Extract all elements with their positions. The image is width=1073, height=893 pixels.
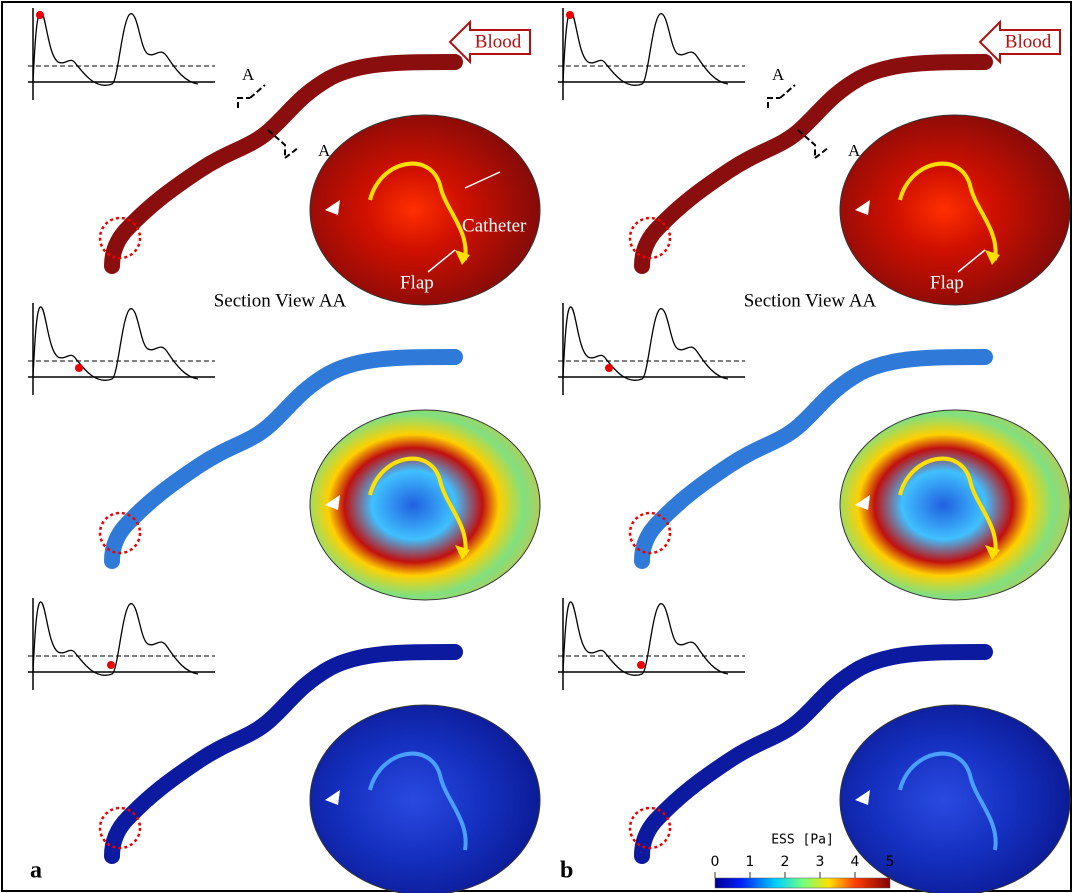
section-marker: A [772,65,785,84]
row: Blood A A Section View AA Flap Catheter [28,8,540,311]
section-marker: A [848,141,861,160]
waveform [563,602,728,675]
waveform-marker [75,364,83,372]
flap-label: Flap [930,272,964,293]
section-view [840,410,1070,600]
waveform [33,602,198,675]
row [558,598,1070,893]
blood-label: Blood [475,31,522,52]
section-title: Section View AA [744,290,877,311]
row [28,598,540,893]
waveform [563,307,728,380]
waveform [563,12,728,85]
section-marker: A [318,141,331,160]
blood-arrow: Blood [980,22,1060,62]
blood-label: Blood [1005,31,1052,52]
section-view [840,705,1070,893]
row: Blood A A Section View AA Flap [558,8,1070,311]
colorbar [715,878,890,888]
colorbar-tick-label: 1 [746,854,755,870]
colorbar-tick-label: 0 [711,854,720,870]
panel-label: a [30,858,42,884]
waveform [33,307,198,380]
colorbar-tick-label: 5 [886,854,895,870]
waveform-marker [107,661,115,669]
figure: Blood A A Section View AA Flap Catheter a Blood… [0,0,1073,893]
colorbar-title: ESS [Pa] [771,833,834,848]
panel-label: b [560,858,573,884]
colorbar-tick-label: 2 [781,854,790,870]
colorbar-tick-label: 4 [851,854,860,870]
waveform-marker [566,11,574,19]
flap-label: Flap [400,272,434,293]
section-marker: A [242,65,255,84]
row [28,303,540,600]
catheter-label: Catheter [462,215,527,236]
section-title: Section View AA [214,290,347,311]
waveform [33,12,198,85]
section-view [310,705,540,893]
row [558,303,1070,600]
colorbar-tick-label: 3 [816,854,825,870]
waveform-marker [637,661,645,669]
waveform-marker [605,364,613,372]
blood-arrow: Blood [450,22,530,62]
waveform-marker [36,11,44,19]
section-view [310,410,540,600]
